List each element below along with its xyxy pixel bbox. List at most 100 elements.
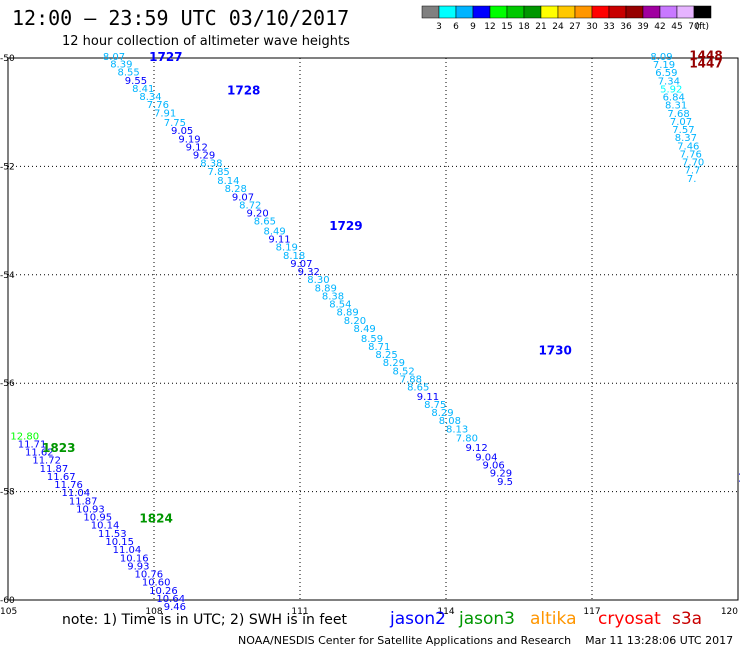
color-legend: 3 6 9 12 15 18 21 24 27 30 33 36 39 42 45 70(ft) <box>421 5 712 32</box>
wave-height-point: 9.12 <box>465 443 487 454</box>
legend-swatch <box>676 5 695 19</box>
satellite-jason3-label: jason3 <box>458 609 515 629</box>
legend-swatch <box>608 5 627 19</box>
wave-height-point: 9.06 <box>483 461 505 472</box>
wave-height-point: 7.70 <box>682 158 704 169</box>
legend-bin-label: 18 <box>518 22 530 32</box>
wave-height-point: 11.62 <box>25 448 54 459</box>
wave-height-point: 9.07 <box>232 192 254 203</box>
legend-swatch <box>642 5 661 19</box>
wave-height-point: 7.19 <box>653 60 675 71</box>
wave-height-point: 11.04 <box>62 488 91 499</box>
wave-height-point: 10.93 <box>76 504 105 515</box>
legend-bin-label: 27 <box>569 22 580 32</box>
track-time-label: 1823 <box>42 441 75 455</box>
track-time-label: 1729 <box>329 219 362 233</box>
x-tick-label: 114 <box>437 607 454 617</box>
wave-height-point: 9.46 <box>164 602 186 613</box>
wave-height-point: 8.29 <box>431 408 453 419</box>
wave-height-point: 6.84 <box>663 93 685 104</box>
legend-swatch <box>421 5 440 19</box>
wave-height-point: 8.65 <box>254 217 276 228</box>
wave-height-point: 7.76 <box>147 100 169 111</box>
wave-height-point: 10.95 <box>83 513 112 524</box>
wave-height-point: 8.89 <box>315 283 337 294</box>
wave-height-point: 10.15 <box>105 537 134 548</box>
wave-height-point: 8.54 <box>329 300 351 311</box>
wave-height-point: 8.39 <box>110 60 132 71</box>
x-tick-label: 111 <box>291 607 308 617</box>
wave-height-point: 8.07 <box>103 52 125 63</box>
y-tick-label: -50 <box>0 54 15 64</box>
chart-subtitle: 12 hour collection of altimeter wave hei… <box>62 34 350 49</box>
note-text: note: 1) Time is in UTC; 2) SWH is in fe… <box>62 612 348 628</box>
legend-swatch <box>438 5 457 19</box>
wave-height-point: 9.29 <box>193 151 215 162</box>
wave-height-point: 8.38 <box>322 291 344 302</box>
wave-height-point: 7.80 <box>456 433 478 444</box>
y-tick-label: -54 <box>0 271 15 281</box>
legend-bin-label: 6 <box>453 22 459 32</box>
legend-bin-label: 15 <box>501 22 512 32</box>
x-tick-label: 120 <box>721 607 738 617</box>
legend-bin-label: 24 <box>552 22 564 32</box>
wave-height-point: 8.89 <box>337 308 359 319</box>
wave-height-point: 9.29 <box>490 469 512 480</box>
legend-bin-label: 42 <box>654 22 665 32</box>
track-time-label: 1730 <box>538 344 571 358</box>
legend-bin-label: 36 <box>620 22 632 32</box>
wave-height-point: 9.5 <box>497 477 513 488</box>
grid-lines <box>7 57 739 601</box>
chart-title: 12:00 — 23:59 UTC 03/10/2017 <box>12 6 350 30</box>
wave-height-point: 8.38 <box>200 159 222 170</box>
wave-height-point: 11.53 <box>98 529 127 540</box>
x-tick-label: 105 <box>0 607 17 617</box>
wave-height-point: 7.57 <box>672 125 694 136</box>
wave-height-point: 8.52 <box>392 366 414 377</box>
wave-height-point: 7.76 <box>680 149 702 160</box>
legend-swatch <box>574 5 593 19</box>
wave-height-point: 8.30 <box>307 275 329 286</box>
satellite-s3a-label: s3a <box>672 609 702 629</box>
wave-height-point: 9.05 <box>171 126 193 137</box>
wave-height-point: 8.31 <box>665 101 687 112</box>
wave-height-point: 7.68 <box>667 109 689 120</box>
y-tick-label: -58 <box>0 488 15 498</box>
legend-bin-label: 9 <box>470 22 476 32</box>
legend-swatch <box>472 5 491 19</box>
wave-height-point: 10.60 <box>142 578 171 589</box>
wave-height-point: 8.37 <box>675 133 697 144</box>
wave-height-point: 7.34 <box>658 76 680 87</box>
legend-swatch <box>557 5 576 19</box>
legend-bin-label: 70 <box>688 22 700 32</box>
wave-height-point: 11.71 <box>18 439 47 450</box>
wave-height-point: 5.92 <box>660 84 682 95</box>
wave-height-point: 8.29 <box>383 358 405 369</box>
wave-height-point: 7. <box>687 174 697 185</box>
track-time-label: 1728 <box>227 84 260 98</box>
wave-height-point: 11.87 <box>40 464 69 475</box>
legend-bin-label: 33 <box>603 22 614 32</box>
wave-height-point: 10.26 <box>149 586 178 597</box>
wave-height-point: 11.87 <box>69 496 98 507</box>
legend-swatch <box>506 5 525 19</box>
wave-height-point: 8.71 <box>368 342 390 353</box>
legend-swatch <box>455 5 474 19</box>
wave-height-point: 8.09 <box>650 52 672 63</box>
wave-height-point: 8.41 <box>132 84 154 95</box>
legend-swatch <box>489 5 508 19</box>
legend-swatch <box>693 5 712 19</box>
wave-height-point: 9.12 <box>186 142 208 153</box>
wave-height-point: 6.59 <box>655 68 677 79</box>
footer-credit: NOAA/NESDIS Center for Satellite Applica… <box>238 634 734 647</box>
wave-height-point: 8.08 <box>439 416 461 427</box>
x-tick-label: 117 <box>583 607 600 617</box>
legend-bin-label: 30 <box>586 22 598 32</box>
legend-bin-label: 21 <box>535 22 546 32</box>
wave-height-point: 7.88 <box>400 374 422 385</box>
wave-height-point: 8.18 <box>283 251 305 262</box>
wave-height-point: 9.11 <box>417 392 439 403</box>
wave-height-point: 8.65 <box>407 383 429 394</box>
wave-height-point: 7.7 <box>684 166 700 177</box>
